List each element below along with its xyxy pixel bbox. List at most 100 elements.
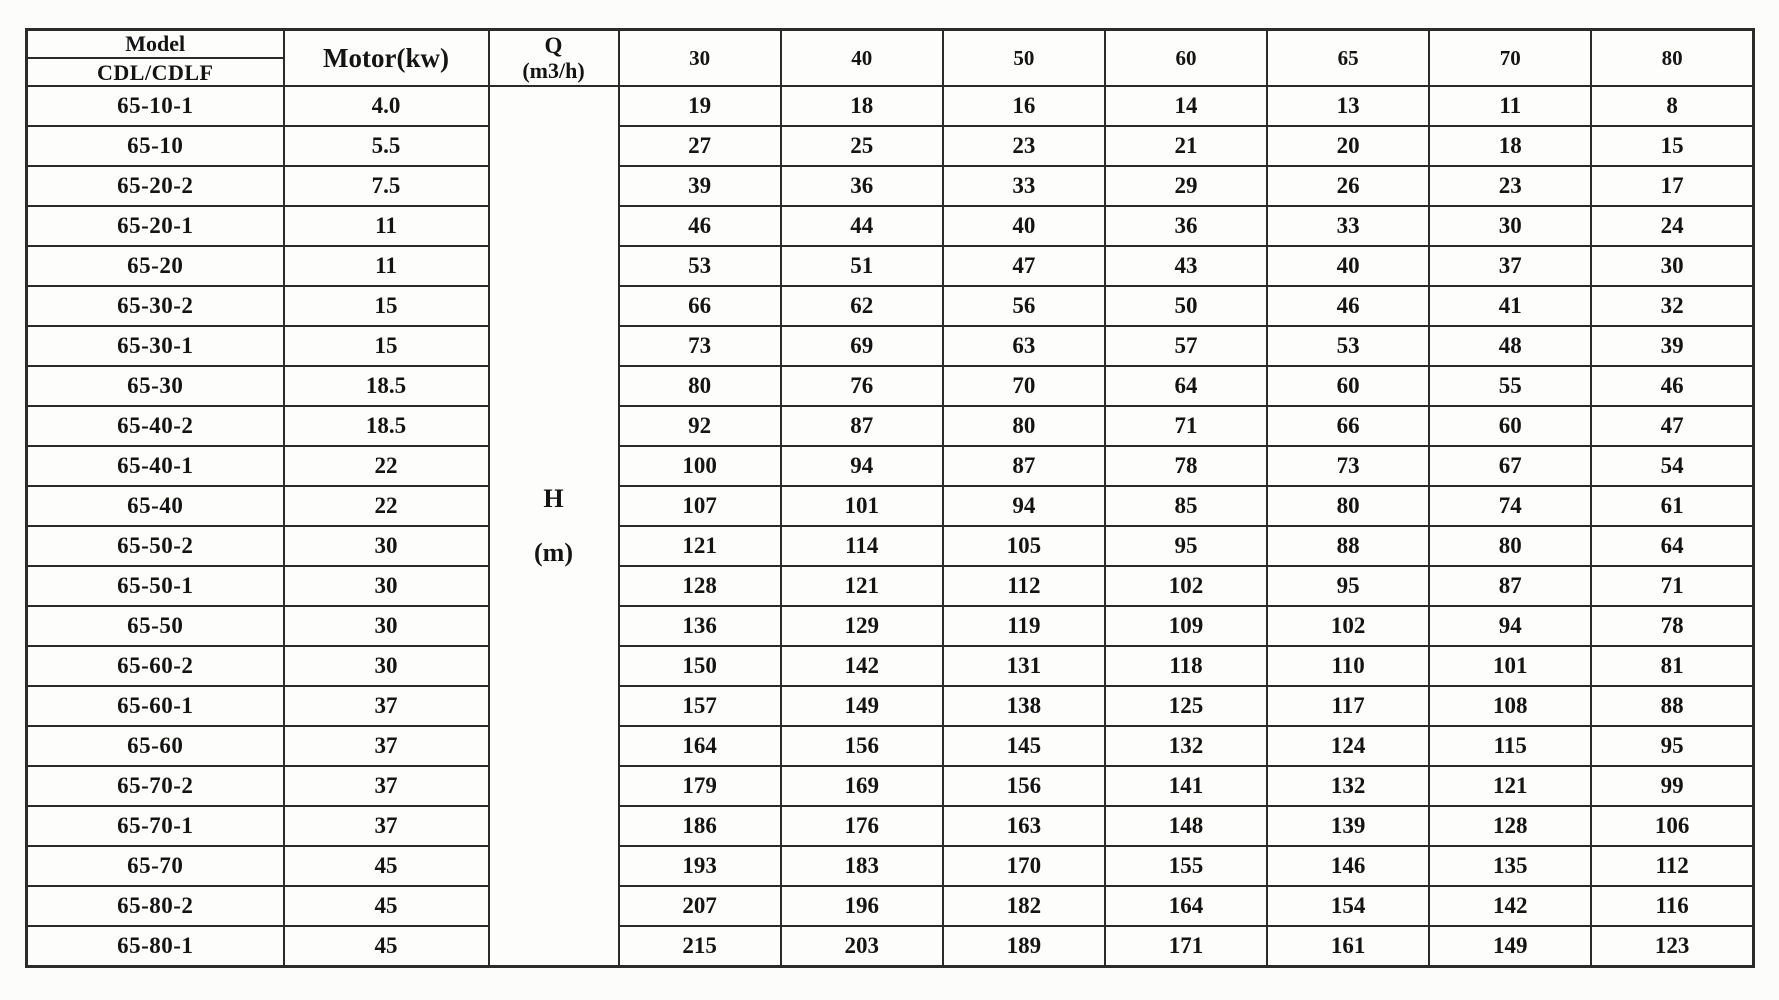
table-row: 65-50-2 30 121 114 105 95 88 80 64 bbox=[25, 525, 1755, 567]
head-value-cell: 95 bbox=[1590, 725, 1755, 767]
model-cell: 65-30 bbox=[25, 365, 285, 407]
motor-power-cell: 37 bbox=[282, 805, 490, 847]
motor-power-cell: 37 bbox=[282, 685, 490, 727]
head-value-cell: 18 bbox=[1428, 125, 1593, 167]
head-value-cell: 80 bbox=[1428, 525, 1593, 567]
motor-power-cell: 30 bbox=[282, 605, 490, 647]
head-value-cell: 62 bbox=[779, 285, 944, 327]
table-body: 65-10-1 4.0 H (m) 19 18 16 14 13 11 8 65-10 5.5 27 25 2… bbox=[25, 85, 1755, 967]
head-value-cell: 85 bbox=[1103, 485, 1269, 527]
head-value-cell: 66 bbox=[617, 285, 782, 327]
head-value-cell: 74 bbox=[1428, 485, 1593, 527]
flow-value-header: 60 bbox=[1103, 28, 1269, 87]
table-row: 65-70-2 37 179 169 156 141 132 121 99 bbox=[25, 765, 1755, 807]
head-value-cell: 112 bbox=[941, 565, 1106, 607]
model-cell: 65-70-1 bbox=[25, 805, 285, 847]
head-value-cell: 141 bbox=[1103, 765, 1269, 807]
head-value-cell: 87 bbox=[779, 405, 944, 447]
head-value-cell: 109 bbox=[1103, 605, 1269, 647]
head-value-cell: 53 bbox=[1266, 325, 1431, 367]
flow-value-header: 50 bbox=[941, 28, 1106, 87]
head-value-cell: 132 bbox=[1266, 765, 1431, 807]
motor-power-cell: 18.5 bbox=[282, 405, 490, 447]
head-value-cell: 156 bbox=[779, 725, 944, 767]
head-value-cell: 47 bbox=[941, 245, 1106, 287]
head-value-cell: 46 bbox=[1590, 365, 1755, 407]
head-value-cell: 51 bbox=[779, 245, 944, 287]
head-value-cell: 94 bbox=[1428, 605, 1593, 647]
head-value-cell: 106 bbox=[1590, 805, 1755, 847]
q-label: Q bbox=[544, 33, 563, 59]
motor-power-cell: 45 bbox=[282, 845, 490, 887]
model-cell: 65-20-1 bbox=[25, 205, 285, 247]
head-value-cell: 128 bbox=[1428, 805, 1593, 847]
head-value-cell: 71 bbox=[1103, 405, 1269, 447]
head-value-cell: 57 bbox=[1103, 325, 1269, 367]
head-value-cell: 41 bbox=[1428, 285, 1593, 327]
head-value-cell: 40 bbox=[941, 205, 1106, 247]
head-value-cell: 64 bbox=[1103, 365, 1269, 407]
head-value-cell: 170 bbox=[941, 845, 1106, 887]
flow-rate-column-header: Q (m3/h) bbox=[487, 28, 620, 87]
motor-power-cell: 15 bbox=[282, 325, 490, 367]
head-value-cell: 60 bbox=[1428, 405, 1593, 447]
model-cell: 65-30-1 bbox=[25, 325, 285, 367]
head-value-cell: 26 bbox=[1266, 165, 1431, 207]
table-row: 65-50 30 136 129 119 109 102 94 78 bbox=[25, 605, 1755, 647]
table-row: 65-30 18.5 80 76 70 64 60 55 46 bbox=[25, 365, 1755, 407]
motor-power-cell: 4.0 bbox=[282, 85, 490, 127]
head-value-cell: 64 bbox=[1590, 525, 1755, 567]
table-row: 65-20-1 11 46 44 40 36 33 30 24 bbox=[25, 205, 1755, 247]
motor-power-cell: 30 bbox=[282, 565, 490, 607]
head-value-cell: 30 bbox=[1428, 205, 1593, 247]
head-value-cell: 40 bbox=[1266, 245, 1431, 287]
model-column-header: Model CDL/CDLF bbox=[25, 28, 285, 87]
motor-power-cell: 11 bbox=[282, 245, 490, 287]
head-value-cell: 102 bbox=[1103, 565, 1269, 607]
model-cell: 65-50-2 bbox=[25, 525, 285, 567]
head-value-cell: 139 bbox=[1266, 805, 1431, 847]
head-value-cell: 171 bbox=[1103, 925, 1269, 967]
motor-power-cell: 30 bbox=[282, 525, 490, 567]
head-value-cell: 53 bbox=[617, 245, 782, 287]
head-value-cell: 76 bbox=[779, 365, 944, 407]
head-value-cell: 118 bbox=[1103, 645, 1269, 687]
head-value-cell: 39 bbox=[1590, 325, 1755, 367]
head-value-cell: 71 bbox=[1590, 565, 1755, 607]
head-label: H bbox=[543, 483, 564, 513]
head-value-cell: 121 bbox=[779, 565, 944, 607]
head-value-cell: 157 bbox=[617, 685, 782, 727]
model-cell: 65-70-2 bbox=[25, 765, 285, 807]
head-value-cell: 14 bbox=[1103, 85, 1269, 127]
head-value-cell: 8 bbox=[1590, 85, 1755, 127]
head-value-cell: 78 bbox=[1590, 605, 1755, 647]
head-value-cell: 47 bbox=[1590, 405, 1755, 447]
head-value-cell: 115 bbox=[1428, 725, 1593, 767]
head-value-cell: 32 bbox=[1590, 285, 1755, 327]
head-value-cell: 13 bbox=[1266, 85, 1431, 127]
head-value-cell: 148 bbox=[1103, 805, 1269, 847]
model-cell: 65-60 bbox=[25, 725, 285, 767]
pump-performance-table: Model CDL/CDLF Motor(kw) Q (m3/h) 30 40 50… bbox=[25, 28, 1755, 968]
model-cell: 65-20 bbox=[25, 245, 285, 287]
head-value-cell: 150 bbox=[617, 645, 782, 687]
head-value-cell: 29 bbox=[1103, 165, 1269, 207]
head-value-cell: 94 bbox=[779, 445, 944, 487]
head-value-cell: 132 bbox=[1103, 725, 1269, 767]
motor-power-cell: 22 bbox=[282, 445, 490, 487]
head-value-cell: 179 bbox=[617, 765, 782, 807]
table-row: 65-40-2 18.5 92 87 80 71 66 60 47 bbox=[25, 405, 1755, 447]
head-value-cell: 55 bbox=[1428, 365, 1593, 407]
table-row: 65-20 11 53 51 47 43 40 37 30 bbox=[25, 245, 1755, 287]
table-row: 65-70-1 37 186 176 163 148 139 128 106 bbox=[25, 805, 1755, 847]
head-value-cell: 136 bbox=[617, 605, 782, 647]
table-row: 65-80-1 45 215 203 189 171 161 149 123 bbox=[25, 925, 1755, 967]
motor-power-cell: 18.5 bbox=[282, 365, 490, 407]
head-value-cell: 114 bbox=[779, 525, 944, 567]
table-row: 65-80-2 45 207 196 182 164 154 142 116 bbox=[25, 885, 1755, 927]
head-value-cell: 63 bbox=[941, 325, 1106, 367]
head-value-cell: 154 bbox=[1266, 885, 1431, 927]
head-value-cell: 19 bbox=[617, 85, 782, 127]
head-value-cell: 25 bbox=[779, 125, 944, 167]
